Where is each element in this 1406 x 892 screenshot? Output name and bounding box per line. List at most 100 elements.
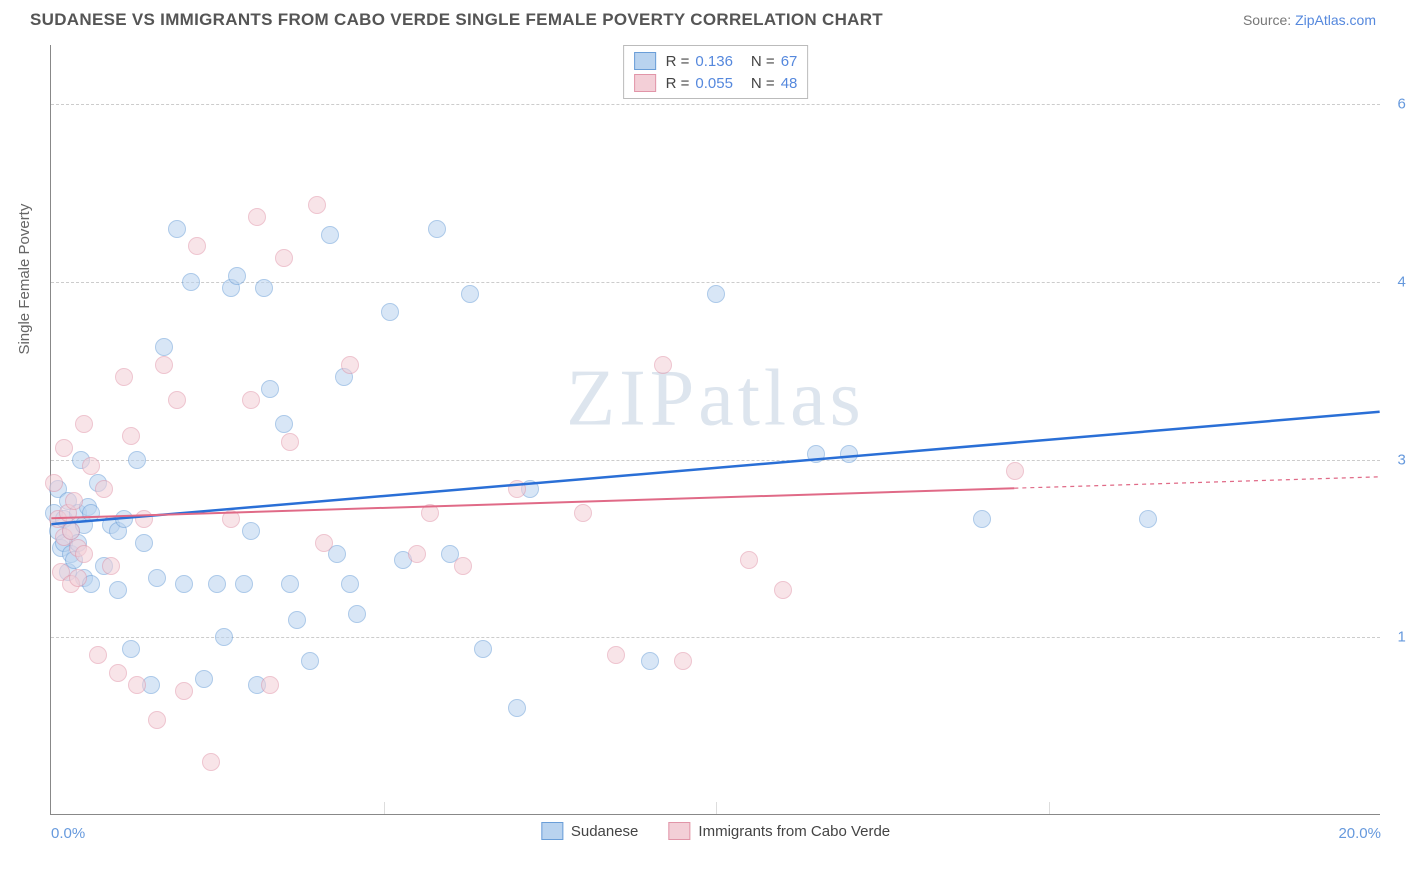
data-point — [89, 646, 107, 664]
legend-series-item: Sudanese — [541, 822, 639, 840]
data-point — [188, 237, 206, 255]
data-point — [155, 338, 173, 356]
data-point — [474, 640, 492, 658]
x-tick-label: 20.0% — [1338, 825, 1381, 842]
data-point — [275, 415, 293, 433]
data-point — [408, 545, 426, 563]
data-point — [235, 575, 253, 593]
legend-r-label: R = — [666, 75, 690, 92]
data-point — [128, 676, 146, 694]
data-point — [840, 445, 858, 463]
data-point — [175, 575, 193, 593]
data-point — [255, 279, 273, 297]
data-point — [261, 676, 279, 694]
source-attribution: Source: ZipAtlas.com — [1243, 12, 1376, 28]
data-point — [128, 451, 146, 469]
y-tick-label: 15.0% — [1385, 629, 1406, 646]
data-point — [148, 711, 166, 729]
data-point — [973, 510, 991, 528]
data-point — [135, 510, 153, 528]
data-point — [275, 249, 293, 267]
data-point — [168, 220, 186, 238]
data-point — [454, 557, 472, 575]
data-point — [774, 581, 792, 599]
data-point — [148, 569, 166, 587]
legend-n-value: 67 — [781, 53, 798, 70]
data-point — [641, 652, 659, 670]
data-point — [348, 605, 366, 623]
data-point — [82, 457, 100, 475]
data-point — [341, 356, 359, 374]
source-link[interactable]: ZipAtlas.com — [1295, 12, 1376, 28]
legend-swatch — [541, 822, 563, 840]
data-point — [321, 226, 339, 244]
y-tick-label: 45.0% — [1385, 273, 1406, 290]
legend-correlation-row: R = 0.136 N = 67 — [634, 50, 798, 72]
data-point — [261, 380, 279, 398]
data-point — [102, 557, 120, 575]
legend-series-item: Immigrants from Cabo Verde — [668, 822, 890, 840]
data-point — [222, 510, 240, 528]
series-legend: Sudanese Immigrants from Cabo Verde — [541, 822, 890, 840]
data-point — [115, 368, 133, 386]
data-point — [315, 534, 333, 552]
data-point — [122, 640, 140, 658]
data-point — [1139, 510, 1157, 528]
data-point — [574, 504, 592, 522]
data-point — [740, 551, 758, 569]
scatter-chart: ZIPatlas 15.0% 30.0% 45.0% 60.0%0.0%20.0… — [50, 45, 1380, 815]
data-point — [301, 652, 319, 670]
data-point — [674, 652, 692, 670]
data-point — [55, 439, 73, 457]
data-point — [208, 575, 226, 593]
data-point — [281, 575, 299, 593]
data-point — [281, 433, 299, 451]
data-point — [242, 391, 260, 409]
data-point — [381, 303, 399, 321]
data-point — [508, 480, 526, 498]
data-point — [62, 522, 80, 540]
data-point — [115, 510, 133, 528]
data-point — [195, 670, 213, 688]
data-point — [109, 664, 127, 682]
data-point — [135, 534, 153, 552]
legend-swatch — [668, 822, 690, 840]
chart-title: SUDANESE VS IMMIGRANTS FROM CABO VERDE S… — [30, 10, 883, 30]
data-point — [308, 196, 326, 214]
legend-swatch — [634, 74, 656, 92]
data-point — [248, 208, 266, 226]
data-point — [95, 480, 113, 498]
legend-correlation-row: R = 0.055 N = 48 — [634, 72, 798, 94]
data-point — [654, 356, 672, 374]
y-tick-label: 60.0% — [1385, 96, 1406, 113]
data-point — [607, 646, 625, 664]
data-point — [1006, 462, 1024, 480]
data-point — [461, 285, 479, 303]
legend-series-name: Sudanese — [571, 823, 639, 840]
data-point — [65, 492, 83, 510]
legend-r-label: R = — [666, 53, 690, 70]
data-point — [341, 575, 359, 593]
data-point — [69, 569, 87, 587]
data-point — [168, 391, 186, 409]
legend-n-label: N = — [751, 53, 775, 70]
x-tick-label: 0.0% — [51, 825, 85, 842]
legend-series-name: Immigrants from Cabo Verde — [698, 823, 890, 840]
data-point — [75, 545, 93, 563]
data-point — [228, 267, 246, 285]
data-point — [182, 273, 200, 291]
data-point — [155, 356, 173, 374]
data-point — [428, 220, 446, 238]
data-point — [707, 285, 725, 303]
data-point — [82, 504, 100, 522]
data-point — [288, 611, 306, 629]
y-axis-label: Single Female Poverty — [16, 204, 33, 355]
legend-swatch — [634, 52, 656, 70]
data-point — [421, 504, 439, 522]
data-point — [122, 427, 140, 445]
data-point — [45, 474, 63, 492]
data-point — [508, 699, 526, 717]
y-tick-label: 30.0% — [1385, 451, 1406, 468]
legend-r-value: 0.055 — [695, 75, 733, 92]
data-point — [109, 581, 127, 599]
